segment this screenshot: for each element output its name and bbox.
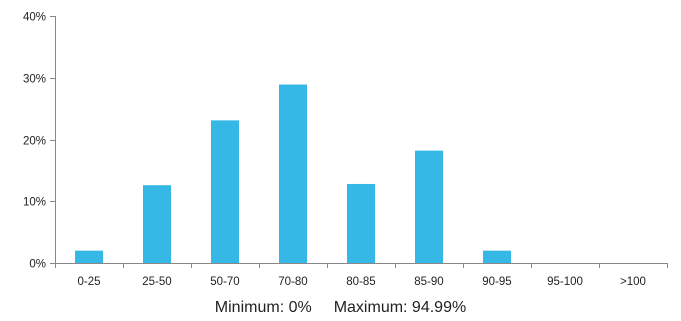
y-tick-label: 40% [23, 12, 46, 24]
bar [483, 250, 511, 263]
bar [415, 150, 443, 263]
x-tick-labels: 0-25 25-50 50-70 70-80 80-85 85-90 90-95 95-100… [77, 276, 645, 288]
bar [75, 250, 103, 263]
x-tick-label: 95-100 [547, 276, 583, 288]
x-tick-label: 70-80 [278, 276, 307, 288]
minimum-label: Minimum: 0% [214, 299, 312, 316]
chart-caption: Minimum: 0% Maximum: 94.99% [0, 299, 681, 317]
x-tick-label: 25-50 [142, 276, 171, 288]
bar [347, 183, 375, 263]
y-tick-label: 30% [23, 74, 46, 86]
maximum-label: Maximum: 94.99% [333, 299, 467, 316]
y-tick-label: 0% [29, 259, 46, 271]
x-tick-label: 85-90 [414, 276, 443, 288]
x-tick-label: 80-85 [346, 276, 375, 288]
bar [211, 120, 239, 263]
y-tick-labels: 0% 10% 20% 30% 40% [23, 12, 46, 271]
x-tick-label: 0-25 [77, 276, 100, 288]
y-tick-label: 20% [23, 136, 46, 148]
chart-bars [75, 84, 511, 263]
x-tick-label: 90-95 [482, 276, 511, 288]
x-tick-label: >100 [620, 276, 646, 288]
x-tick-label: 50-70 [210, 276, 239, 288]
chart-axes [50, 16, 668, 268]
y-tick-label: 10% [23, 197, 46, 209]
bar [143, 185, 171, 263]
bar [279, 84, 307, 263]
